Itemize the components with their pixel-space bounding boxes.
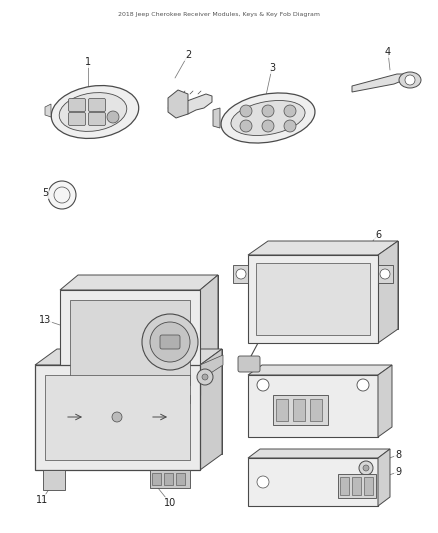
Bar — [164, 473, 173, 485]
Circle shape — [363, 465, 369, 471]
Bar — [338, 474, 376, 498]
Polygon shape — [168, 94, 212, 114]
Polygon shape — [45, 104, 51, 117]
Polygon shape — [268, 241, 398, 329]
Bar — [256, 263, 370, 335]
FancyBboxPatch shape — [68, 99, 85, 111]
Text: 5: 5 — [42, 188, 48, 198]
Circle shape — [240, 120, 252, 132]
Circle shape — [357, 379, 369, 391]
Polygon shape — [35, 365, 200, 470]
Bar — [273, 395, 328, 425]
Bar — [70, 395, 82, 403]
Circle shape — [240, 105, 252, 117]
Polygon shape — [248, 255, 378, 343]
Bar — [176, 473, 185, 485]
FancyBboxPatch shape — [88, 112, 106, 125]
Bar — [293, 399, 305, 421]
Text: 3: 3 — [269, 63, 275, 73]
Bar — [364, 477, 373, 495]
Circle shape — [107, 111, 119, 123]
Bar — [310, 399, 322, 421]
Circle shape — [380, 269, 390, 279]
Polygon shape — [213, 108, 220, 128]
Polygon shape — [248, 375, 378, 437]
Polygon shape — [200, 355, 223, 380]
Text: 13: 13 — [39, 315, 51, 325]
Ellipse shape — [399, 72, 421, 88]
Bar — [340, 477, 349, 495]
Circle shape — [112, 412, 122, 422]
Circle shape — [405, 75, 415, 85]
FancyBboxPatch shape — [68, 112, 85, 125]
Text: 6: 6 — [375, 230, 381, 240]
Polygon shape — [378, 449, 390, 506]
Polygon shape — [60, 275, 218, 290]
Bar — [352, 477, 361, 495]
FancyBboxPatch shape — [160, 335, 180, 349]
Bar — [276, 399, 288, 421]
Polygon shape — [352, 74, 404, 92]
Circle shape — [48, 181, 76, 209]
Text: 12: 12 — [204, 363, 216, 373]
Bar — [152, 473, 161, 485]
FancyBboxPatch shape — [88, 99, 106, 111]
Text: 2018 Jeep Cherokee Receiver Modules, Keys & Key Fob Diagram: 2018 Jeep Cherokee Receiver Modules, Key… — [118, 12, 320, 17]
Circle shape — [197, 369, 213, 385]
Circle shape — [142, 314, 198, 370]
Circle shape — [257, 379, 269, 391]
Polygon shape — [200, 275, 218, 395]
Polygon shape — [78, 275, 218, 380]
Circle shape — [262, 105, 274, 117]
Polygon shape — [248, 458, 378, 506]
Polygon shape — [378, 241, 398, 343]
Text: 8: 8 — [395, 450, 401, 460]
Circle shape — [257, 476, 269, 488]
Circle shape — [202, 374, 208, 380]
Ellipse shape — [231, 101, 305, 135]
Polygon shape — [150, 470, 190, 488]
Polygon shape — [200, 349, 222, 470]
Polygon shape — [378, 265, 393, 283]
Polygon shape — [168, 90, 188, 118]
Polygon shape — [43, 470, 65, 490]
Text: 2: 2 — [185, 50, 191, 60]
Ellipse shape — [59, 93, 127, 132]
Bar — [70, 300, 190, 385]
Text: 11: 11 — [36, 495, 48, 505]
Text: 10: 10 — [164, 498, 176, 508]
FancyBboxPatch shape — [238, 356, 260, 372]
Ellipse shape — [221, 93, 315, 143]
Circle shape — [284, 120, 296, 132]
Text: 1: 1 — [85, 57, 91, 67]
Text: 9: 9 — [395, 467, 401, 477]
Polygon shape — [35, 349, 222, 365]
Ellipse shape — [51, 85, 139, 139]
Polygon shape — [57, 349, 222, 454]
Bar — [178, 395, 190, 403]
Polygon shape — [248, 241, 398, 255]
Circle shape — [359, 461, 373, 475]
Polygon shape — [248, 365, 392, 375]
Text: 4: 4 — [385, 47, 391, 57]
Text: 7: 7 — [385, 387, 391, 397]
Circle shape — [236, 269, 246, 279]
Polygon shape — [233, 265, 248, 283]
Polygon shape — [248, 449, 390, 458]
Circle shape — [262, 120, 274, 132]
Circle shape — [284, 105, 296, 117]
Polygon shape — [60, 290, 200, 395]
Polygon shape — [378, 365, 392, 437]
Circle shape — [150, 322, 190, 362]
Bar — [45, 375, 190, 460]
